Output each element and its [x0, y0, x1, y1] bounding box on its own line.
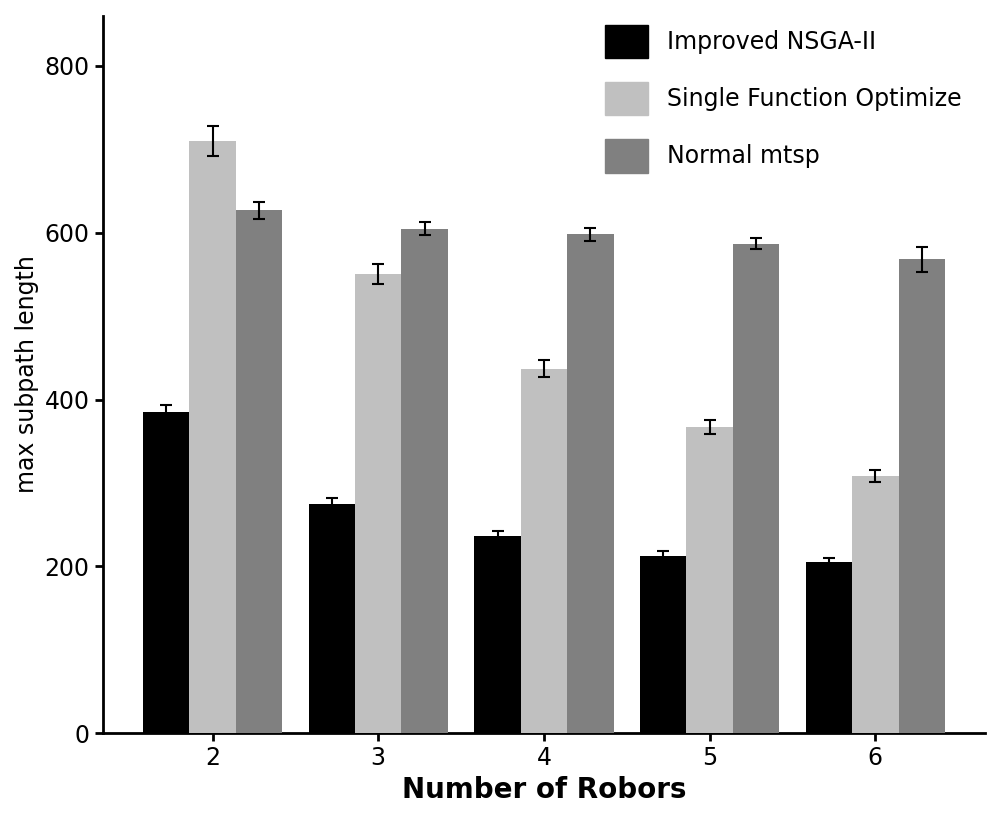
Bar — [474, 536, 521, 733]
Bar — [852, 477, 899, 733]
Y-axis label: max subpath length: max subpath length — [15, 256, 39, 494]
Bar — [686, 427, 733, 733]
Legend: Improved NSGA-II, Single Function Optimize, Normal mtsp: Improved NSGA-II, Single Function Optimi… — [594, 13, 973, 184]
Bar — [189, 141, 236, 733]
Bar — [309, 504, 355, 733]
Bar — [355, 274, 401, 733]
Bar — [143, 412, 189, 733]
Bar — [806, 562, 852, 733]
X-axis label: Number of Robors: Number of Robors — [402, 776, 686, 804]
Bar — [899, 260, 945, 733]
Bar — [567, 234, 614, 733]
Bar — [401, 229, 448, 733]
Bar — [236, 210, 282, 733]
Bar — [733, 243, 779, 733]
Bar — [640, 555, 686, 733]
Bar — [521, 369, 567, 733]
